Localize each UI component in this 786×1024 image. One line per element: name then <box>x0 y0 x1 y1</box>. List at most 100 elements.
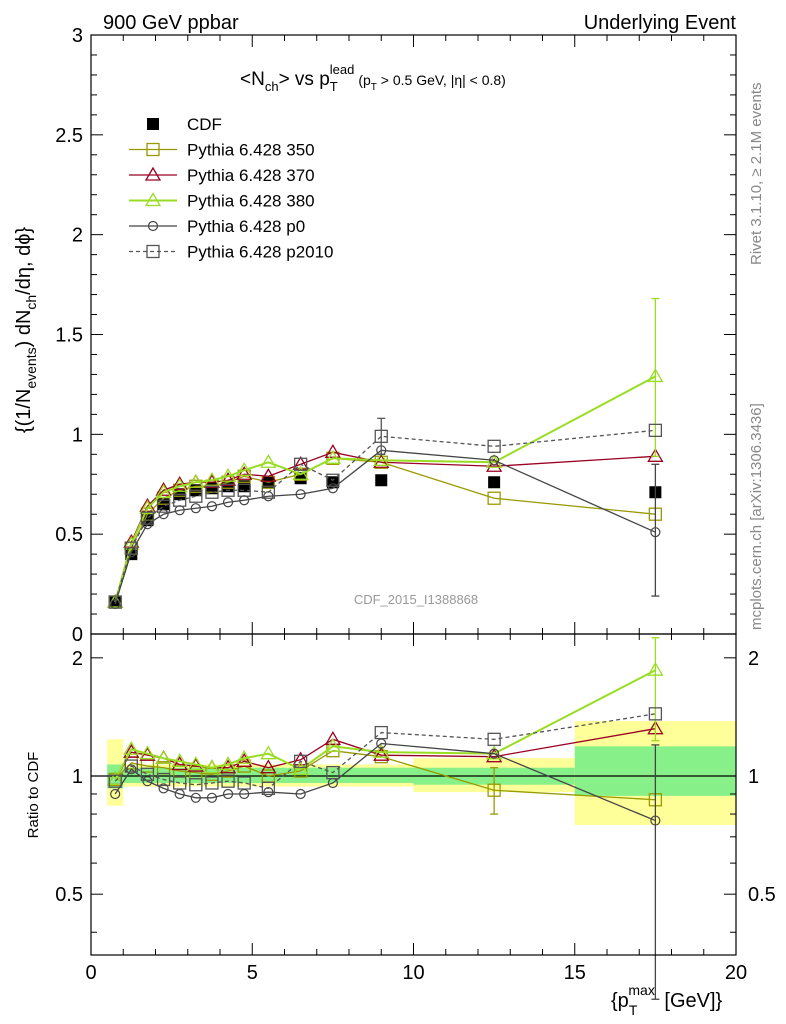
legend-label: CDF <box>187 115 222 134</box>
ratio-panel: 0 5 10 15 20 0.5 0.5 1 1 2 2 <box>55 633 776 1000</box>
header-left: 900 GeV ppbar <box>103 12 239 34</box>
ratio-data-point <box>324 738 342 752</box>
main-panel: 0 0.5 1 1.5 2 2.5 3 CDF Pythia 6.428 350 Pythia 6… <box>55 25 737 646</box>
ratio-data-point <box>219 759 237 774</box>
main-y-tick-label: 1 <box>72 424 83 446</box>
main-data-point <box>205 485 219 499</box>
main-data-point <box>326 473 340 487</box>
ratio-data-point <box>126 764 137 775</box>
main-data-point <box>293 457 308 471</box>
main-data-point <box>187 473 204 488</box>
legend-marker <box>146 244 160 259</box>
main-data-point <box>158 509 169 520</box>
ratio-y-tick-label-right: 1 <box>748 766 759 788</box>
ratio-series-2 <box>107 637 664 786</box>
ratio-y-tick-label-right: 0.5 <box>748 884 776 906</box>
ratio-data-point <box>373 743 390 758</box>
legend-marker <box>147 118 159 130</box>
main-data-point <box>260 453 277 468</box>
ratio-data-point <box>260 745 277 760</box>
ratio-data-point <box>173 776 187 790</box>
ratio-data-point <box>171 753 188 767</box>
main-data-point <box>189 489 203 503</box>
ratio-data-point <box>171 756 188 771</box>
main-series-line <box>114 375 656 603</box>
main-data-point <box>155 483 172 498</box>
legend-item: Pythia 6.428 p0 <box>129 217 305 236</box>
ratio-y-tick-label: 1 <box>72 766 83 788</box>
ratio-data-point <box>295 788 306 800</box>
ratio-data-point <box>292 751 309 766</box>
main-series-5 <box>108 417 663 609</box>
main-y-tick-label: 1.5 <box>55 325 83 347</box>
main-data-point <box>488 476 501 489</box>
x-tick-label: 15 <box>564 962 586 984</box>
main-data-point <box>123 535 140 550</box>
main-y-tick-label: 0.5 <box>55 524 83 546</box>
ratio-data-point <box>110 788 121 800</box>
main-y-tick-label: 2.5 <box>55 125 83 147</box>
ratio-data-point <box>237 776 251 790</box>
ratio-data-point <box>293 754 308 768</box>
main-data-point <box>124 541 138 555</box>
legend-label: Pythia 6.428 350 <box>187 141 315 160</box>
x-tick-label: 10 <box>402 962 424 984</box>
main-data-point <box>489 455 500 466</box>
main-data-point <box>140 511 155 525</box>
main-data-point <box>222 497 234 508</box>
legend-label: Pythia 6.428 370 <box>187 166 315 185</box>
main-data-point <box>236 461 253 476</box>
x-tick-label: 0 <box>85 962 96 984</box>
main-data-point <box>237 483 251 497</box>
main-series-2 <box>107 444 664 608</box>
main-data-point <box>648 423 663 437</box>
legend-marker <box>147 220 159 232</box>
ratio-y-axis-label: Ratio to CDF <box>25 752 42 839</box>
main-data-point <box>190 503 201 514</box>
ratio-data-point <box>203 759 221 774</box>
main-data-point <box>647 448 664 462</box>
x-tick-label: 5 <box>247 962 258 984</box>
legend: CDF Pythia 6.428 350 Pythia 6.428 370 Pythi… <box>129 115 334 262</box>
ratio-data-point <box>221 774 235 788</box>
legend-label: Pythia 6.428 p2010 <box>187 243 334 262</box>
ratio-data-point <box>139 745 156 760</box>
ratio-data-point <box>292 761 309 775</box>
ratio-data-point <box>189 778 203 792</box>
ratio-data-point <box>107 771 124 786</box>
x-tick-label: 20 <box>725 962 747 984</box>
main-series-4 <box>110 445 661 610</box>
main-data-point <box>156 499 171 513</box>
ratio-data-point <box>326 765 340 780</box>
main-data-point <box>373 451 390 466</box>
ratio-data-point <box>190 792 201 803</box>
main-data-point <box>219 467 237 482</box>
watermark: CDF_2015_I1388868 <box>354 592 478 607</box>
main-data-point <box>292 465 309 480</box>
ratio-data-point <box>374 725 388 740</box>
legend-item: CDF <box>147 115 222 134</box>
ratio-data-point <box>206 792 218 803</box>
main-data-point <box>295 489 306 500</box>
main-data-point <box>260 467 277 482</box>
ratio-y-tick-label: 2 <box>72 648 83 670</box>
main-series-line <box>114 449 656 605</box>
legend-item: Pythia 6.428 p2010 <box>129 243 334 262</box>
main-data-point <box>236 465 253 480</box>
main-data-point <box>219 471 237 486</box>
main-data-point <box>171 477 188 492</box>
main-y-tick-label: 3 <box>72 25 83 47</box>
main-data-point <box>487 491 501 505</box>
main-data-point <box>292 455 309 470</box>
ratio-data-point <box>108 774 122 788</box>
header-right: Underlying Event <box>584 12 737 34</box>
ratio-series-line <box>114 742 656 822</box>
ratio-y-tick-label-right: 2 <box>748 648 759 670</box>
ratio-data-point <box>222 788 234 800</box>
main-data-point <box>139 499 156 514</box>
main-data-point <box>324 450 342 464</box>
main-y-tick-label: 2 <box>72 225 83 247</box>
ratio-data-point <box>156 772 171 787</box>
main-y-tick-label: 0 <box>72 624 83 646</box>
legend-marker <box>144 166 162 181</box>
